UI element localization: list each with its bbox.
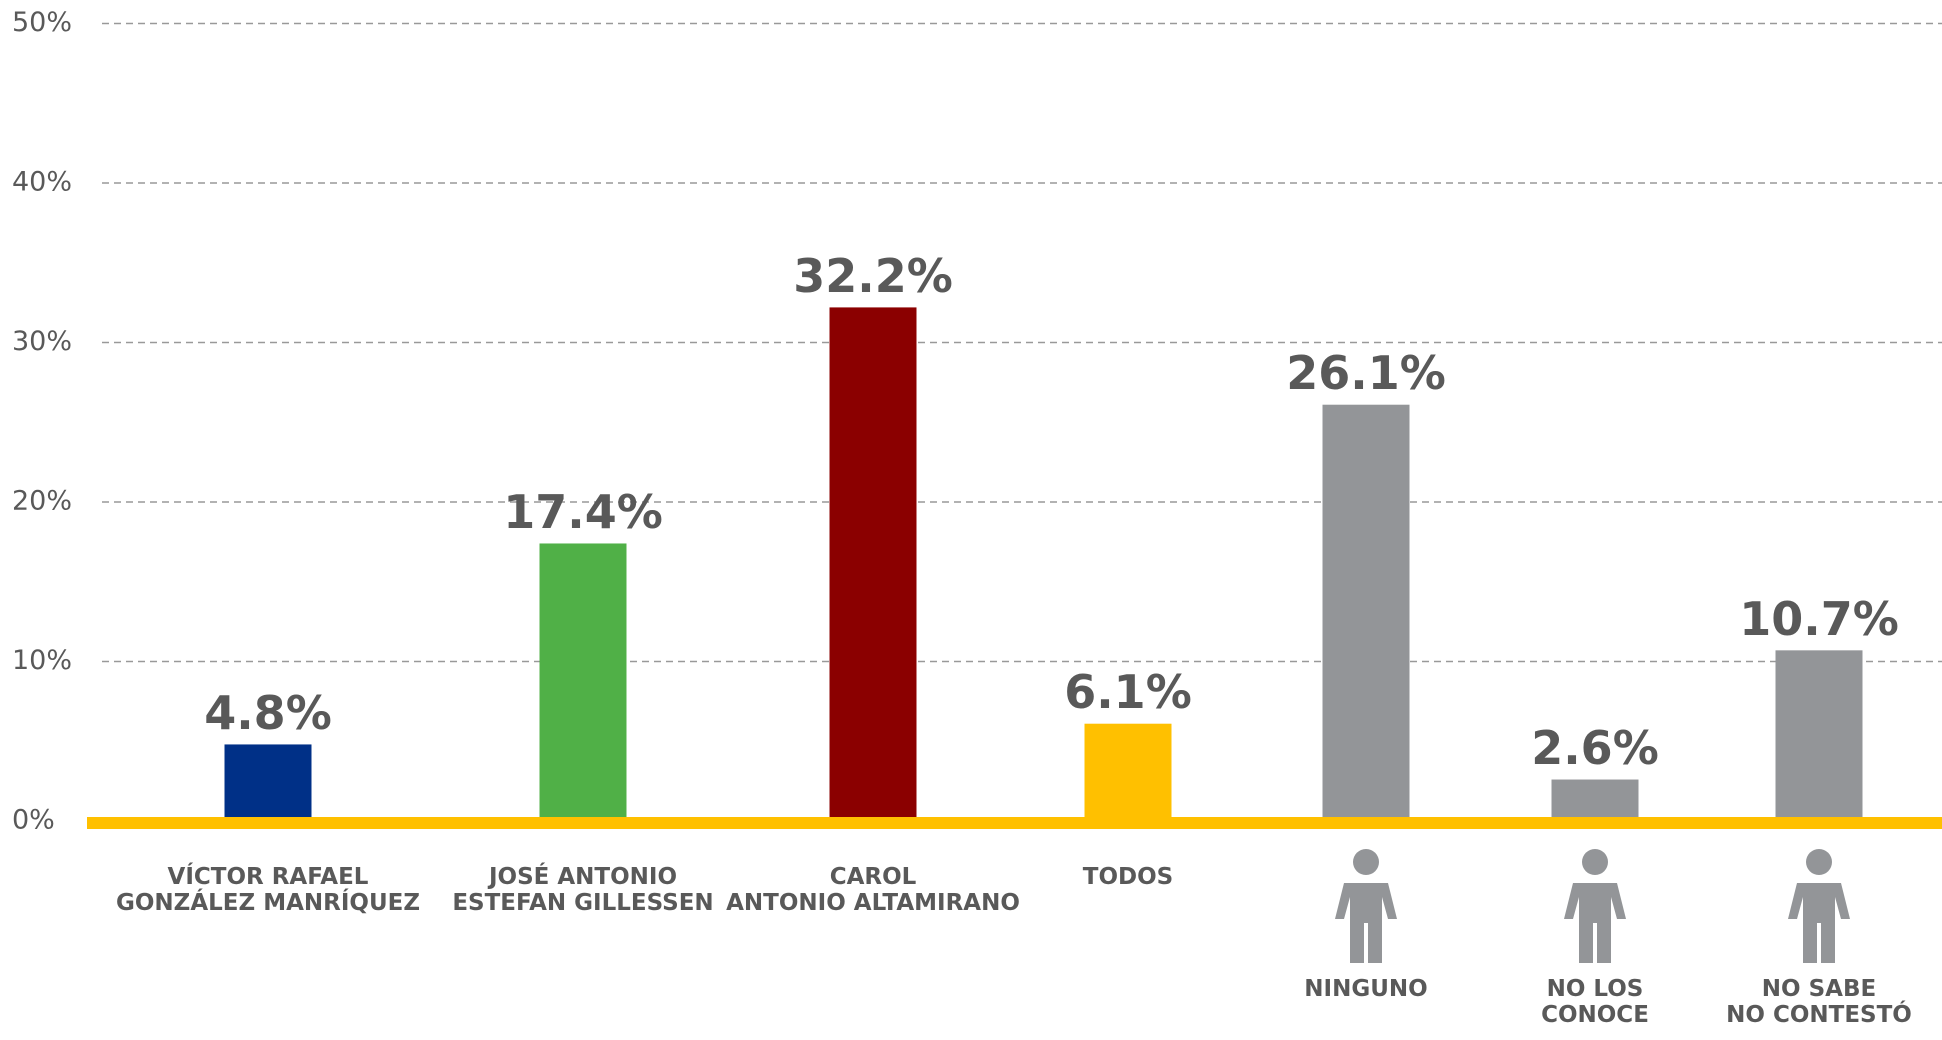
y-tick-label: 10% bbox=[12, 645, 72, 676]
person-icon bbox=[1564, 849, 1626, 963]
person-icon bbox=[1335, 849, 1397, 963]
value-label: 2.6% bbox=[1531, 721, 1659, 775]
icon-head bbox=[1582, 849, 1608, 875]
x-tick-label: NINGUNO bbox=[1304, 976, 1428, 1002]
bar bbox=[1551, 779, 1639, 821]
value-label: 6.1% bbox=[1064, 665, 1192, 719]
y-tick-label: 40% bbox=[12, 167, 72, 198]
y-tick-label: 20% bbox=[12, 486, 72, 517]
value-label: 32.2% bbox=[793, 249, 953, 303]
icon-body bbox=[1335, 883, 1397, 963]
bar bbox=[829, 307, 917, 821]
bar bbox=[1775, 650, 1863, 821]
x-tick-label: CAROL ANTONIO ALTAMIRANO bbox=[726, 864, 1020, 916]
y-tick-label: 50% bbox=[12, 7, 72, 38]
x-tick-label: NO LOS CONOCE bbox=[1541, 976, 1649, 1028]
person-icon bbox=[1788, 849, 1850, 963]
icon-body bbox=[1788, 883, 1850, 963]
bar bbox=[224, 744, 312, 821]
icon-head bbox=[1806, 849, 1832, 875]
value-label: 17.4% bbox=[503, 485, 663, 539]
value-label: 26.1% bbox=[1286, 346, 1446, 400]
x-tick-label: NO SABE NO CONTESTÓ bbox=[1726, 976, 1912, 1028]
value-label: 10.7% bbox=[1739, 592, 1899, 646]
bar bbox=[539, 543, 627, 821]
x-tick-label: VÍCTOR RAFAEL GONZÁLEZ MANRÍQUEZ bbox=[115, 864, 421, 916]
icon-body bbox=[1564, 883, 1626, 963]
x-tick-label: JOSÉ ANTONIO ESTEFAN GILLESSEN bbox=[452, 864, 714, 916]
bar bbox=[1322, 404, 1410, 821]
icon-head bbox=[1353, 849, 1379, 875]
bar bbox=[1084, 723, 1172, 821]
x-tick-label: TODOS bbox=[1082, 864, 1174, 890]
y-tick-label: 0% bbox=[12, 805, 55, 836]
value-label: 4.8% bbox=[204, 686, 332, 740]
y-tick-label: 30% bbox=[12, 326, 72, 357]
